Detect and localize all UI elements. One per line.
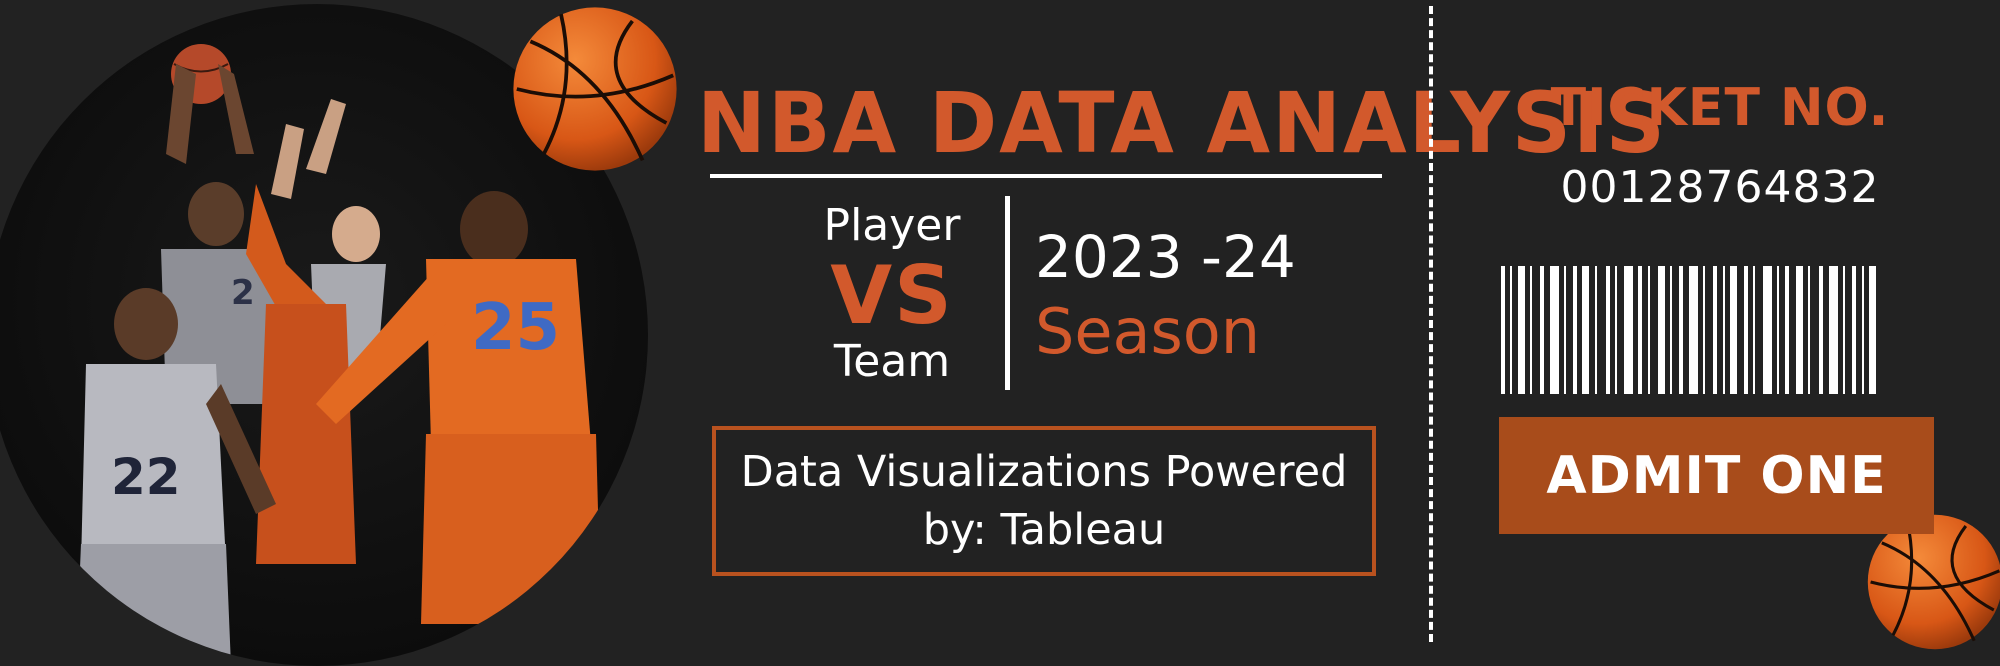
barcode-bar	[1819, 266, 1823, 394]
barcode-bar	[1689, 266, 1698, 394]
barcode-bar	[1648, 266, 1650, 394]
powered-by-box: Data Visualizations Powered by: Tableau	[712, 426, 1376, 576]
barcode-bar	[1530, 266, 1532, 394]
vs-label: VS	[830, 249, 954, 342]
season-year: 2023 -24	[1035, 223, 1296, 291]
barcode-bar	[1624, 266, 1633, 394]
vertical-divider	[1005, 196, 1010, 390]
admit-one-label: ADMIT ONE	[1546, 445, 1887, 506]
barcode-bar	[1869, 266, 1876, 394]
barcode-bar	[1573, 266, 1577, 394]
barcode-bar	[1606, 266, 1610, 394]
barcode-bar	[1540, 266, 1544, 394]
player-label: Player	[823, 200, 961, 251]
barcode	[1501, 266, 1876, 394]
powered-by-text: Data Visualizations Powered by: Tableau	[740, 447, 1348, 555]
barcode-bar	[1582, 266, 1589, 394]
barcode-bar	[1753, 266, 1755, 394]
barcode-bar	[1679, 266, 1683, 394]
season-label: Season	[1035, 295, 1261, 368]
jersey-number-left: 22	[111, 448, 181, 506]
barcode-bar	[1658, 266, 1665, 394]
barcode-bar	[1670, 266, 1672, 394]
ticket-number: 00128764832	[1560, 162, 1880, 213]
barcode-bar	[1595, 266, 1597, 394]
admit-one-button[interactable]: ADMIT ONE	[1499, 417, 1934, 534]
barcode-bar	[1730, 266, 1737, 394]
barcode-bar	[1501, 266, 1505, 394]
title-underline	[710, 174, 1382, 178]
barcode-bar	[1843, 266, 1845, 394]
ticket-label: TICKET NO.	[1550, 78, 1890, 138]
barcode-bar	[1852, 266, 1856, 394]
barcode-bar	[1777, 266, 1779, 394]
barcode-bar	[1862, 266, 1864, 394]
page-title: NBA DATA ANALYSIS	[697, 74, 1667, 172]
jersey-number-back: 2	[231, 273, 255, 313]
barcode-bar	[1615, 266, 1617, 394]
barcode-bar	[1829, 266, 1838, 394]
barcode-bar	[1713, 266, 1717, 394]
barcode-bar	[1510, 266, 1512, 394]
team-label: Team	[833, 336, 951, 387]
barcode-bar	[1796, 266, 1803, 394]
basketball-icon	[513, 7, 677, 171]
barcode-bar	[1518, 266, 1525, 394]
barcode-bar	[1564, 266, 1566, 394]
barcode-bar	[1785, 266, 1789, 394]
barcode-bar	[1763, 266, 1772, 394]
jersey-number-front: 25	[471, 291, 560, 365]
basketball-icon	[1867, 514, 2000, 650]
barcode-bar	[1744, 266, 1748, 394]
barcode-bar	[1638, 266, 1642, 394]
barcode-bar	[1808, 266, 1810, 394]
barcode-bar	[1550, 266, 1559, 394]
ticket-perforation	[1429, 6, 1433, 642]
barcode-bar	[1703, 266, 1705, 394]
barcode-bar	[1723, 266, 1725, 394]
